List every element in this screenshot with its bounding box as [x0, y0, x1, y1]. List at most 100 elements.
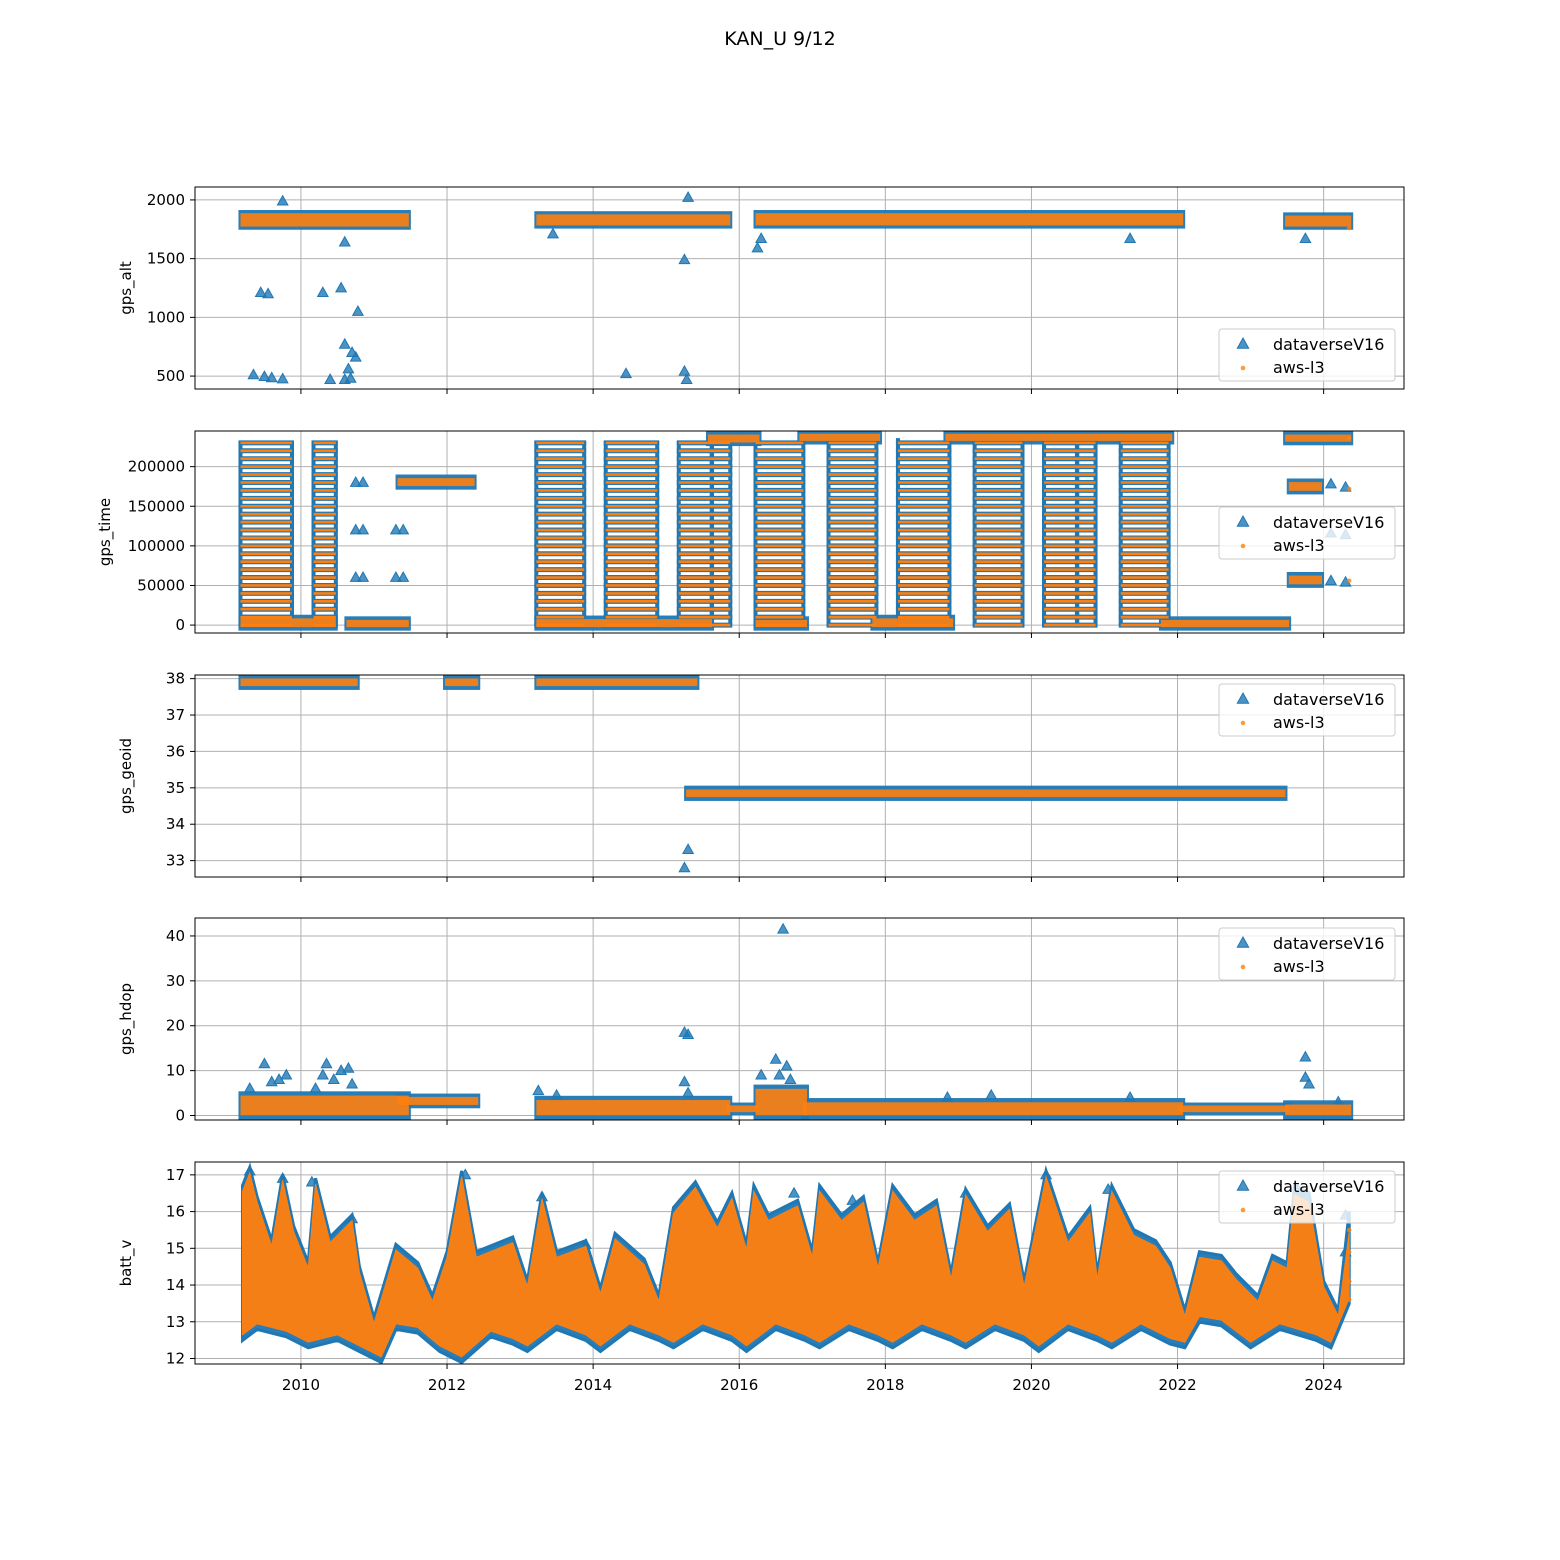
data-band [397, 478, 475, 487]
data-point [265, 371, 278, 383]
legend-label: aws-l3 [1273, 1200, 1325, 1219]
data-point [1347, 1249, 1352, 1255]
y-tick-label: 13 [166, 1313, 185, 1331]
y-tick-label: 0 [175, 1107, 185, 1125]
data-point [342, 362, 355, 374]
y-tick-label: 30 [166, 972, 185, 990]
data-point [1324, 574, 1338, 586]
data-point [784, 1073, 797, 1084]
y-tick-label: 500 [156, 367, 185, 385]
legend-dot-icon [1240, 365, 1246, 371]
legend: dataverseV16 aws-l3 [1218, 1170, 1396, 1224]
data-point [351, 304, 364, 316]
subplot-gps-time: 0 50000 100000 150000 200000 gps_time datavers… [96, 430, 1405, 638]
data-point [1347, 435, 1352, 441]
data-point [345, 1077, 359, 1089]
data-point [1302, 1077, 1316, 1089]
data-point [619, 367, 633, 379]
y-tick-label: 20 [166, 1017, 185, 1035]
data-band [1285, 434, 1352, 442]
data-band [1160, 619, 1290, 628]
data-point [1347, 1297, 1352, 1302]
series-aws-l3 [240, 1088, 1352, 1116]
axes-frame [194, 430, 1405, 634]
plot-area [238, 191, 1354, 384]
data-point [1347, 578, 1352, 583]
data-point [356, 571, 370, 582]
legend-label: dataverseV16 [1273, 335, 1384, 354]
y-tick-label: 150000 [128, 497, 185, 515]
legend-label: aws-l3 [1273, 536, 1325, 555]
data-point [1347, 225, 1352, 231]
data-point [678, 253, 691, 265]
data-point [532, 1084, 545, 1096]
data-point [316, 1068, 329, 1080]
plot-area [238, 675, 1288, 873]
legend-box [1218, 328, 1396, 382]
series-aws-l3 [240, 213, 1352, 231]
data-point [356, 523, 370, 535]
data-point [773, 1068, 786, 1080]
y-tick-label: 2000 [147, 191, 185, 209]
data-point [243, 1082, 256, 1093]
y-tick-label: 35 [166, 779, 185, 797]
legend: dataverseV16 aws-l3 [1218, 683, 1396, 737]
legend-label: aws-l3 [1273, 713, 1325, 732]
data-band [445, 678, 479, 687]
data-point [1123, 1091, 1137, 1102]
data-point [678, 1075, 691, 1087]
data-point [280, 1068, 293, 1080]
data-point [338, 235, 351, 247]
data-band [755, 619, 807, 628]
legend: dataverseV16 aws-l3 [1218, 506, 1396, 560]
data-band [726, 1105, 760, 1113]
x-tick-label: 2012 [428, 1376, 466, 1394]
legend-triangle-icon [1236, 336, 1250, 349]
data-envelope [241, 1171, 1350, 1358]
data-point [550, 1088, 563, 1100]
data-band [802, 1102, 1184, 1116]
data-point [276, 372, 289, 384]
data-point [941, 1091, 954, 1102]
y-tick-label: 34 [166, 815, 185, 833]
data-point [342, 1061, 355, 1073]
data-point [349, 350, 362, 362]
data-point [349, 475, 362, 487]
legend-dot-icon [1240, 1207, 1246, 1213]
data-point [309, 1082, 322, 1093]
y-axis-label: batt_v [117, 1239, 136, 1286]
data-point [1347, 486, 1352, 492]
data-point [1347, 1279, 1352, 1284]
x-tick-label: 2022 [1158, 1376, 1196, 1394]
data-point [1347, 1227, 1352, 1233]
data-point [349, 523, 362, 535]
plot-area [240, 1162, 1352, 1364]
data-point [1102, 1183, 1115, 1194]
figure-title: KAN_U 9/12 [724, 28, 835, 50]
data-band [1285, 1104, 1352, 1116]
legend-dot-icon [1240, 720, 1246, 726]
data-band [799, 433, 881, 441]
data-point [985, 1088, 998, 1100]
subplot-gps-geoid: 33 34 35 36 37 38 gps_geoid dataverseV16 aws-l3 [117, 670, 1405, 882]
x-tick-label: 2016 [720, 1376, 758, 1394]
data-band [1179, 1105, 1290, 1113]
y-tick-label: 36 [166, 742, 185, 760]
y-tick-label: 16 [166, 1203, 185, 1221]
x-tick-label: 2020 [1012, 1376, 1050, 1394]
legend-box [1218, 683, 1396, 737]
data-band [240, 618, 336, 628]
data-point [338, 337, 351, 349]
data-point [389, 523, 402, 535]
legend: dataverseV16 aws-l3 [1218, 927, 1396, 981]
y-tick-label: 0 [175, 616, 185, 634]
data-point [320, 1057, 333, 1069]
subplot-batt-v: 12 13 14 15 16 17 2010 2012 2014 2016 2018 2020 2022… [117, 1161, 1405, 1394]
data-band [346, 619, 409, 628]
data-point [254, 286, 267, 298]
data-point [349, 571, 362, 582]
legend-label: dataverseV16 [1273, 690, 1384, 709]
data-point [1299, 1070, 1312, 1082]
data-point [276, 194, 289, 206]
data-point [682, 1028, 695, 1040]
